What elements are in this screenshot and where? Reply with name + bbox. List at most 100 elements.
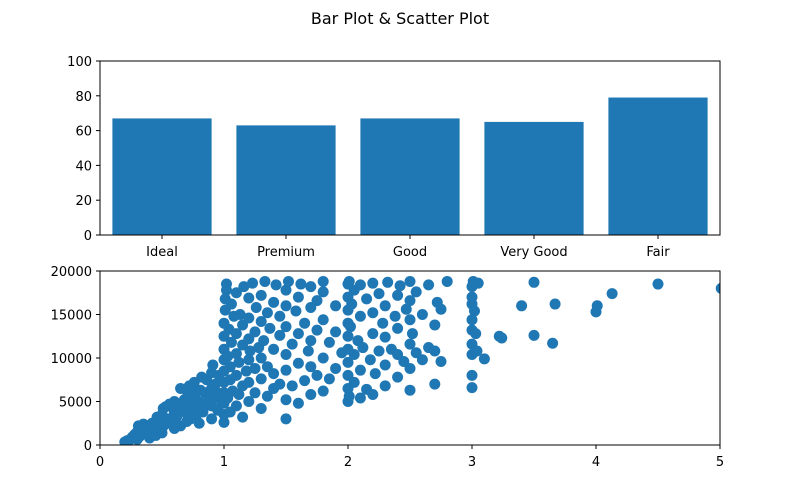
scatter-point — [323, 336, 335, 348]
scatter-xtick-label: 4 — [592, 455, 600, 470]
bar-1 — [236, 125, 336, 235]
scatter-point — [317, 286, 329, 298]
bar-xtick-label: Fair — [646, 245, 670, 260]
scatter-point — [280, 284, 292, 296]
scatter-point — [528, 329, 540, 341]
scatter-xtick-label: 5 — [716, 455, 724, 470]
scatter-point — [423, 279, 435, 291]
scatter-point — [354, 392, 366, 404]
scatter-ytick-label: 5000 — [59, 396, 92, 411]
scatter-point — [373, 345, 385, 357]
scatter-point — [270, 279, 282, 291]
scatter-point — [429, 378, 441, 390]
scatter-point — [369, 368, 381, 380]
scatter-point — [367, 328, 379, 340]
scatter-point — [282, 275, 294, 287]
scatter-chart: 0 1 2 3 4 5 0 5000 10000 15000 20000 — [51, 265, 725, 470]
scatter-point — [715, 283, 720, 294]
scatter-points — [119, 275, 720, 445]
scatter-point — [280, 300, 292, 312]
scatter-point — [466, 314, 478, 326]
scatter-point — [244, 345, 256, 357]
scatter-point — [346, 298, 358, 310]
scatter-point — [471, 345, 483, 357]
scatter-point — [311, 295, 323, 307]
scatter-point — [516, 300, 528, 312]
scatter-point — [268, 368, 280, 380]
scatter-point — [274, 378, 286, 390]
scatter-point — [404, 384, 416, 396]
scatter-point — [466, 291, 478, 303]
scatter-point — [243, 396, 255, 407]
scatter-point — [249, 362, 261, 374]
scatter-point — [225, 298, 237, 310]
scatter-point — [392, 371, 404, 383]
scatter-point — [206, 413, 218, 425]
scatter-point — [305, 361, 317, 373]
scatter-point — [404, 295, 416, 307]
scatter-point — [416, 309, 428, 320]
scatter-point — [243, 376, 255, 388]
bar-3 — [484, 121, 584, 235]
scatter-point — [373, 288, 385, 300]
scatter-point — [230, 348, 242, 360]
scatter-point — [230, 287, 242, 299]
scatter-point — [233, 389, 245, 401]
scatter-point — [404, 275, 416, 287]
scatter-point — [410, 286, 422, 298]
scatter-point — [549, 298, 561, 310]
scatter-xtick-label: 3 — [468, 455, 476, 470]
scatter-point — [274, 329, 286, 341]
scatter-point — [406, 328, 418, 340]
bar-ytick-label: 80 — [75, 90, 92, 105]
scatter-point — [357, 342, 369, 354]
scatter-point — [243, 292, 255, 304]
scatter-point — [237, 411, 249, 423]
scatter-point — [238, 281, 250, 293]
scatter-point — [261, 390, 273, 402]
scatter-point — [379, 331, 391, 343]
scatter-point — [342, 330, 354, 342]
scatter-point — [255, 402, 267, 414]
scatter-xtick-label: 2 — [344, 455, 352, 470]
scatter-point — [547, 337, 559, 349]
bar-ytick-label: 0 — [84, 229, 92, 244]
scatter-point — [404, 362, 416, 374]
scatter-point — [429, 319, 441, 331]
scatter-point — [343, 390, 355, 402]
scatter-point — [292, 397, 304, 409]
scatter-point — [286, 380, 298, 392]
scatter-point — [305, 389, 317, 401]
scatter-point — [478, 353, 490, 365]
scatter-point — [225, 336, 237, 348]
scatter-point — [400, 303, 412, 315]
scatter-point — [354, 364, 366, 376]
bar-ytick-label: 40 — [75, 159, 92, 174]
scatter-point — [249, 387, 261, 399]
scatter-xtick-label: 1 — [220, 455, 228, 470]
scatter-point — [466, 382, 478, 394]
scatter-point — [377, 317, 389, 329]
scatter-point — [317, 385, 329, 397]
scatter-point — [404, 338, 416, 350]
scatter-point — [280, 394, 292, 406]
bar-xtick-label: Good — [393, 245, 427, 260]
scatter-point — [290, 305, 302, 317]
scatter-point — [389, 310, 401, 322]
scatter-point — [261, 307, 273, 319]
scatter-point — [367, 277, 379, 289]
scatter-ytick-label: 0 — [84, 439, 92, 454]
scatter-point — [255, 352, 267, 364]
bar-2 — [360, 118, 460, 235]
bar-xtick-label: Ideal — [146, 245, 178, 260]
scatter-point — [348, 376, 360, 388]
scatter-point — [468, 305, 480, 317]
scatter-point — [268, 296, 280, 308]
bar-ytick-label: 100 — [67, 55, 92, 70]
scatter-point — [496, 332, 508, 344]
scatter-point — [344, 321, 356, 333]
scatter-point — [317, 275, 329, 287]
bar-0 — [112, 118, 212, 235]
